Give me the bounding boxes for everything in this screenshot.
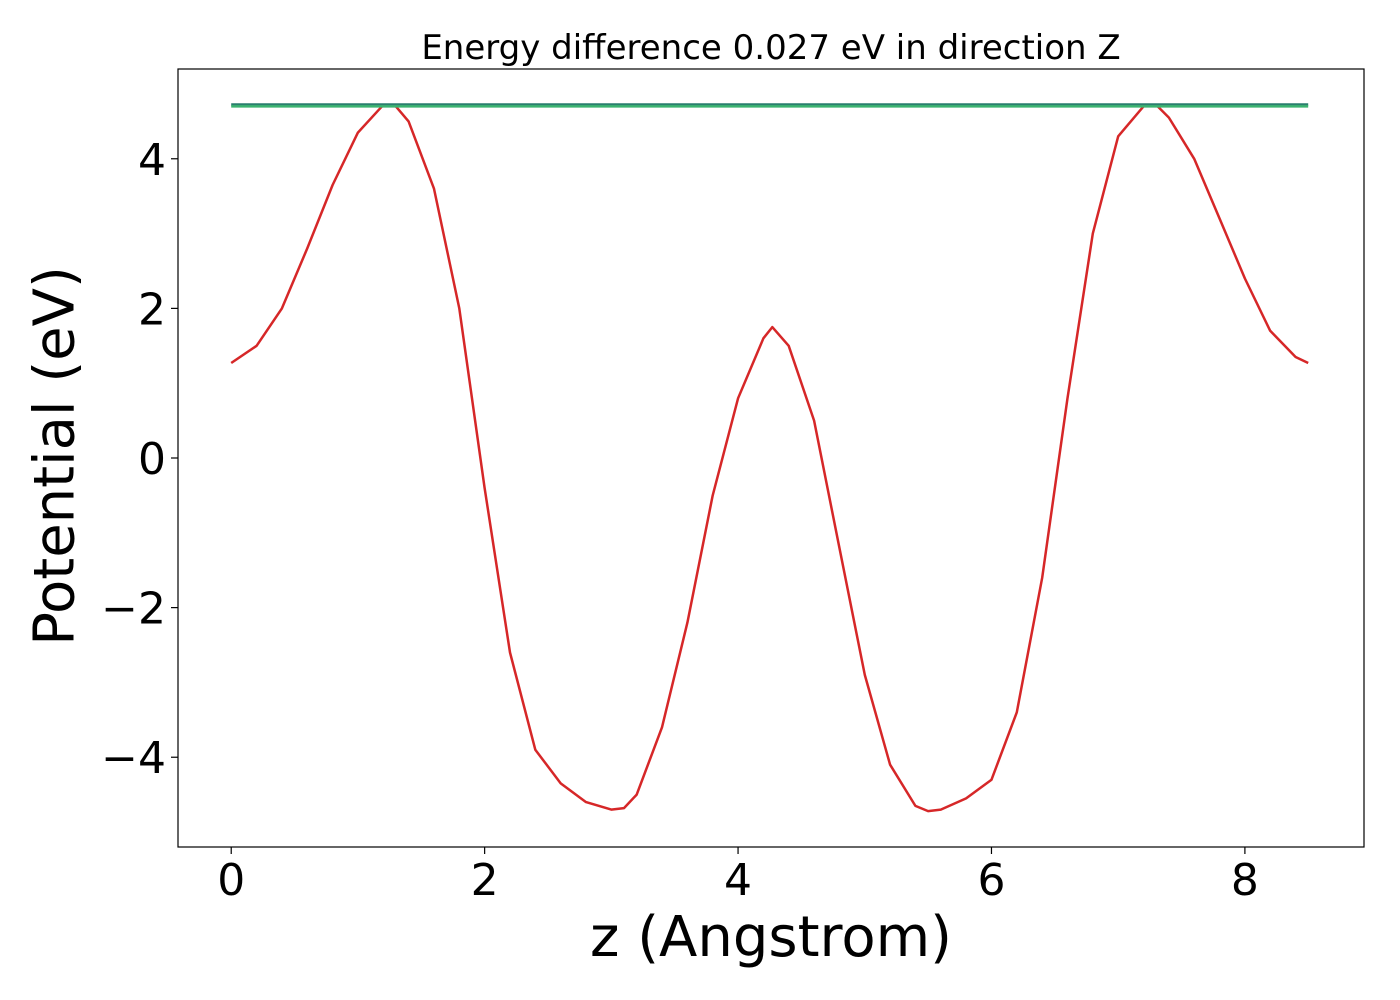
x-tick-label: 6 xyxy=(977,855,1005,906)
plot-frame xyxy=(177,68,1365,848)
series-line-0 xyxy=(230,103,1309,813)
y-tick-label: 0 xyxy=(138,434,166,485)
y-tick-label: 4 xyxy=(138,135,166,186)
y-tick-label: −4 xyxy=(101,733,166,784)
y-tick-label: 2 xyxy=(138,284,166,335)
chart-title: Energy difference 0.027 eV in direction … xyxy=(421,28,1121,68)
x-tick-label: 2 xyxy=(471,855,499,906)
x-axis-label: z (Angstrom) xyxy=(590,905,952,970)
x-tick-label: 8 xyxy=(1231,855,1259,906)
y-tick-label: −2 xyxy=(101,584,166,635)
series-layer xyxy=(230,103,1309,813)
ticks-layer: 0 2 4 6 8 −4 −2 0 2 4 xyxy=(101,135,1259,906)
x-tick-label: 4 xyxy=(724,855,752,906)
x-tick-label: 0 xyxy=(217,855,245,906)
